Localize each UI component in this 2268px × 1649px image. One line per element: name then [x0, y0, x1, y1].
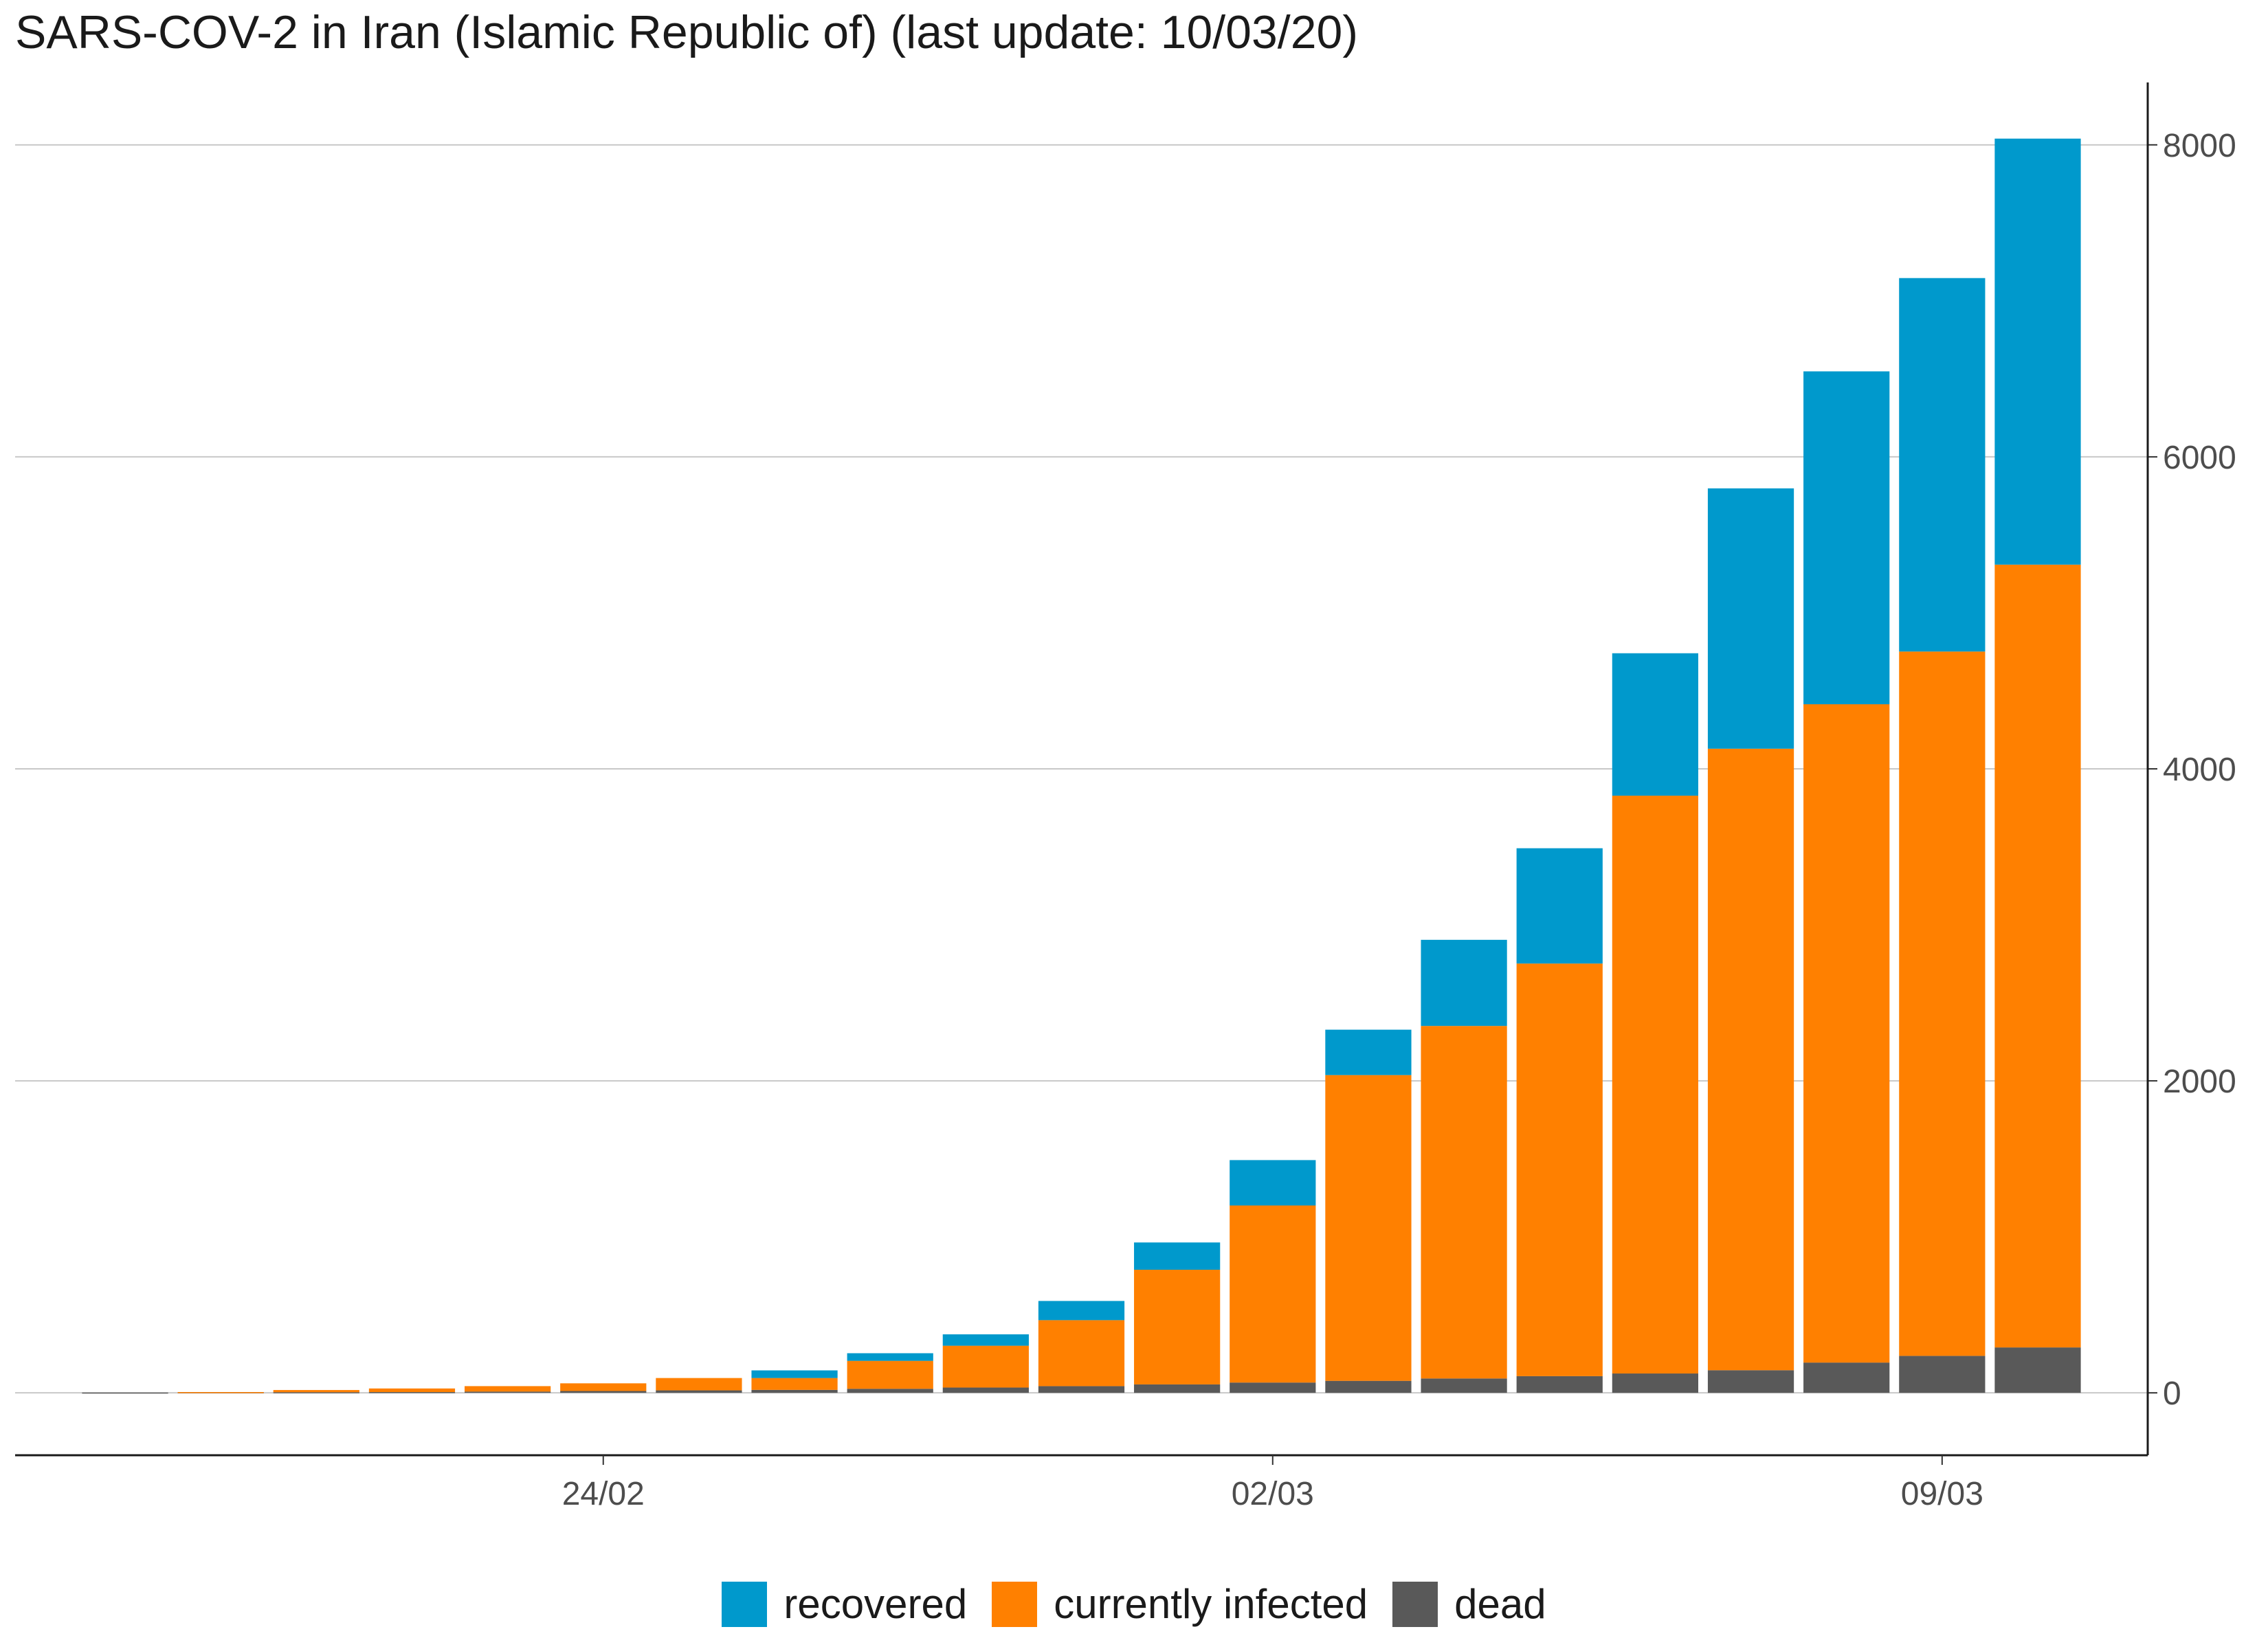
legend-label-currently-infected: currently infected [1054, 1581, 1368, 1627]
legend-swatch-recovered [722, 1581, 768, 1627]
bar-currently-infected-07-03 [1707, 748, 1794, 1371]
bar-dead-06-03 [1612, 1373, 1699, 1393]
bar-currently-infected-05-03 [1516, 963, 1603, 1376]
bar-dead-09-03 [1899, 1356, 1986, 1393]
bar-recovered-26-02 [751, 1370, 838, 1378]
bar-dead-01-03 [1134, 1384, 1221, 1393]
bar-recovered-08-03 [1803, 371, 1890, 705]
bar-currently-infected-04-03 [1421, 1026, 1507, 1379]
bars [82, 138, 2081, 1394]
bar-dead-27-02 [847, 1389, 933, 1393]
axes: 0 2000 4000 6000 8000 24/02 02/03 09/03 [15, 82, 2236, 1512]
bar-currently-infected-28-02 [942, 1345, 1029, 1388]
legend: recovered currently infected dead [0, 1580, 2268, 1628]
bar-dead-08-03 [1803, 1362, 1890, 1393]
y-tick-label-8000: 8000 [2163, 128, 2236, 164]
bar-dead-28-02 [942, 1387, 1029, 1393]
bar-currently-infected-25-02 [656, 1378, 742, 1391]
bar-currently-infected-27-02 [847, 1360, 933, 1389]
bar-dead-04-03 [1421, 1378, 1507, 1393]
bar-recovered-05-03 [1516, 848, 1603, 964]
legend-label-dead: dead [1454, 1581, 1546, 1627]
bar-dead-26-02 [751, 1389, 838, 1393]
y-tick-label-4000: 4000 [2163, 752, 2236, 788]
x-tick-label-24-02: 24/02 [562, 1476, 645, 1512]
bar-currently-infected-03-03 [1325, 1075, 1412, 1381]
bar-recovered-10-03 [1994, 138, 2081, 565]
y-tick-label-6000: 6000 [2163, 440, 2236, 476]
bar-recovered-02-03 [1230, 1160, 1316, 1206]
bar-dead-23-02 [464, 1391, 551, 1393]
bar-recovered-04-03 [1421, 939, 1507, 1027]
bar-currently-infected-06-03 [1612, 796, 1699, 1374]
bar-currently-infected-21-02 [273, 1390, 359, 1393]
bar-recovered-01-03 [1134, 1242, 1221, 1270]
bar-currently-infected-09-03 [1899, 651, 1986, 1356]
bar-recovered-28-02 [942, 1334, 1029, 1346]
legend-item-dead: dead [1392, 1580, 1546, 1628]
legend-swatch-currently-infected [992, 1581, 1038, 1627]
y-tick-label-2000: 2000 [2163, 1064, 2236, 1100]
legend-label-recovered: recovered [783, 1581, 968, 1627]
bar-currently-infected-01-03 [1134, 1270, 1221, 1384]
bar-dead-24-02 [560, 1391, 647, 1393]
bar-dead-03-03 [1325, 1380, 1412, 1393]
bar-dead-21-02 [273, 1392, 359, 1393]
bar-currently-infected-26-02 [751, 1378, 838, 1390]
bar-recovered-03-03 [1325, 1029, 1412, 1075]
bar-currently-infected-23-02 [464, 1386, 551, 1392]
bar-currently-infected-22-02 [368, 1388, 456, 1393]
bar-currently-infected-08-03 [1803, 704, 1890, 1363]
bar-currently-infected-29-02 [1038, 1320, 1125, 1387]
bar-currently-infected-02-03 [1230, 1205, 1316, 1383]
legend-item-recovered: recovered [722, 1580, 967, 1628]
bar-dead-22-02 [368, 1392, 456, 1393]
bar-currently-infected-20-02 [177, 1392, 264, 1393]
bar-dead-05-03 [1516, 1376, 1603, 1393]
bar-dead-02-03 [1230, 1382, 1316, 1393]
bar-currently-infected-24-02 [560, 1383, 647, 1391]
bar-recovered-06-03 [1612, 653, 1699, 796]
chart-title: SARS-COV-2 in Iran (Islamic Republic of)… [15, 6, 1358, 58]
bar-recovered-07-03 [1707, 488, 1794, 749]
bar-recovered-27-02 [847, 1353, 933, 1361]
y-tick-label-0: 0 [2163, 1376, 2181, 1412]
bar-dead-29-02 [1038, 1386, 1125, 1393]
bar-dead-07-03 [1707, 1370, 1794, 1393]
bar-recovered-29-02 [1038, 1301, 1125, 1321]
bar-dead-10-03 [1994, 1347, 2081, 1393]
bar-dead-19-02 [82, 1392, 168, 1394]
bar-currently-infected-10-03 [1994, 564, 2081, 1348]
bar-recovered-09-03 [1899, 278, 1986, 652]
x-tick-label-09-03: 09/03 [1901, 1476, 1983, 1512]
x-tick-label-02-03: 02/03 [1232, 1476, 1314, 1512]
legend-swatch-dead [1392, 1581, 1438, 1627]
chart-plot: 0 2000 4000 6000 8000 24/02 02/03 09/03 [15, 82, 2236, 1512]
legend-item-currently-infected: currently infected [992, 1580, 1368, 1628]
bar-dead-25-02 [656, 1390, 742, 1393]
